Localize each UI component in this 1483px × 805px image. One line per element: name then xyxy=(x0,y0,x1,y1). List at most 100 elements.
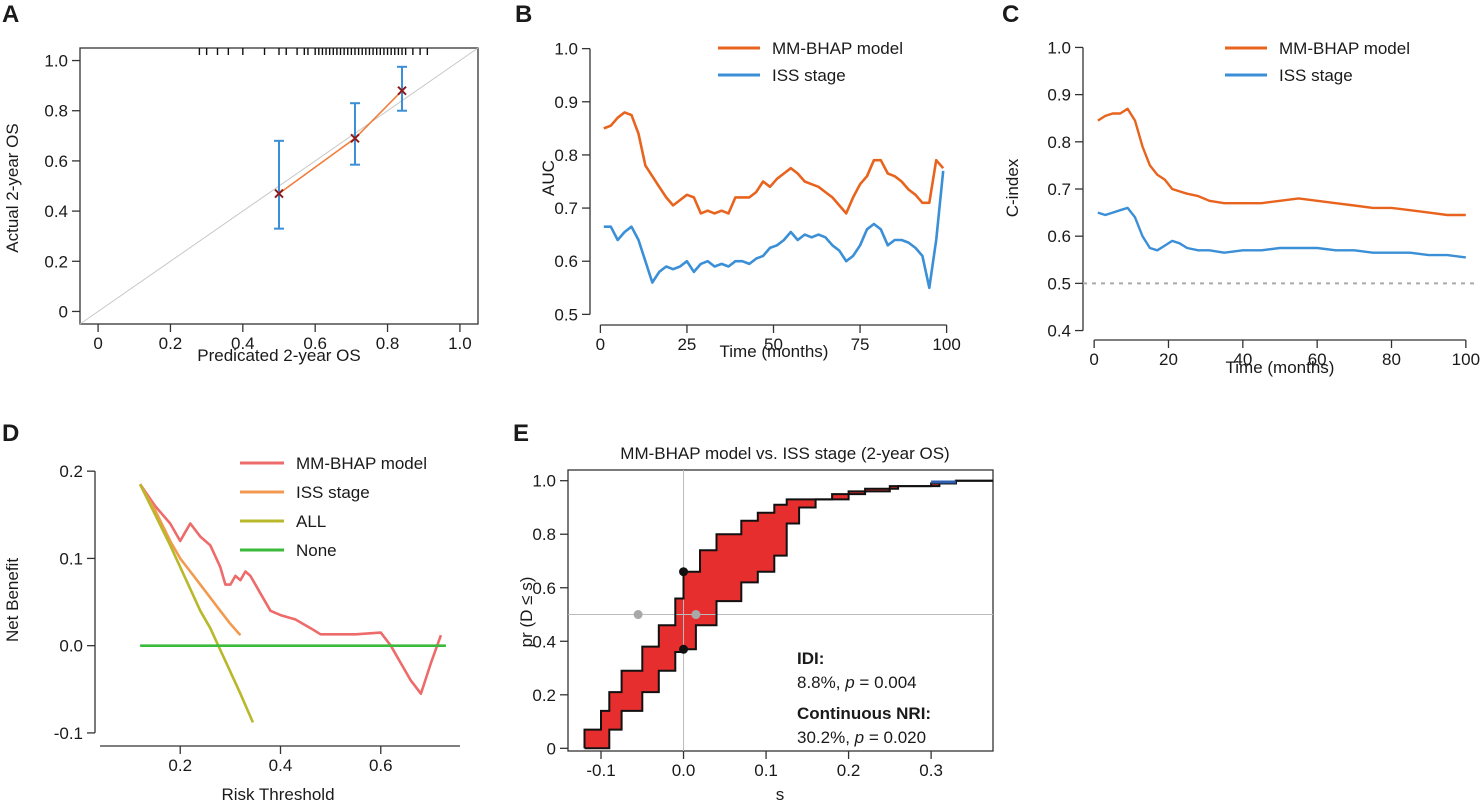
panel-b-label: B xyxy=(515,1,532,28)
panel-c-y-tick-label: 0.5 xyxy=(1047,274,1071,293)
panel-b-y-axis-label: AUC xyxy=(539,160,558,196)
panel-e-plot-frame xyxy=(567,469,994,752)
panel-e-x-tick-label: -0.1 xyxy=(586,761,615,780)
panel-b-legend-label: MM-BHAP model xyxy=(772,39,903,58)
panel-e-x-tick-label: 0.3 xyxy=(919,761,943,780)
panel-a-label: A xyxy=(2,1,19,28)
panel-e-step-curve xyxy=(583,479,993,749)
panel-d-legend-label: None xyxy=(296,541,337,560)
panel-b-x-tick-label: 0 xyxy=(596,335,605,354)
panel-d-x-tick-label: 0.2 xyxy=(168,756,192,775)
panel-a-data-point xyxy=(397,85,407,96)
panel-e-x-tick-label: 0.2 xyxy=(837,761,861,780)
panel-a-x-tick-label: 0.6 xyxy=(303,334,327,353)
panel-a-y-tick-label: 1.0 xyxy=(44,52,68,71)
panel-d-y-tick-label: -0.1 xyxy=(54,724,83,743)
panel-c-y-tick-label: 1.0 xyxy=(1047,38,1071,57)
panel-c-x-axis-label: Time (months) xyxy=(1226,358,1335,377)
panel-c-x-tick-label: 60 xyxy=(1308,350,1327,369)
panel-c-series-line xyxy=(1097,206,1466,259)
panel-e-gray-marker xyxy=(691,610,701,620)
panel-a-x-tick-label: 0.8 xyxy=(376,334,400,353)
panel-e-y-axis-label: pr (D ≤ s) xyxy=(517,577,536,648)
panel-b-y-tick-label: 0.9 xyxy=(554,93,578,112)
panel-c-y-tick-label: 0.6 xyxy=(1047,227,1071,246)
panel-c-x-tick-label: 80 xyxy=(1382,350,1401,369)
panel-e-y-tick-label: 0.2 xyxy=(532,686,556,705)
panel-e-y-tick-label: 0.4 xyxy=(532,632,556,651)
panel-a-y-tick-label: 0.8 xyxy=(44,102,68,121)
panel-e-y-tick-label: 0.8 xyxy=(532,525,556,544)
panel-e-x-tick-label: 0.1 xyxy=(754,761,778,780)
panel-b-x-tick-label: 50 xyxy=(764,335,783,354)
panel-d-y-tick-label: 0.1 xyxy=(59,549,83,568)
panel-b-series-line xyxy=(603,111,945,215)
panel-d-series-line xyxy=(139,483,443,696)
panel-c-y-tick-label: 0.8 xyxy=(1047,133,1071,152)
idi-value: 8.8%, xyxy=(797,673,840,692)
panel-e-x-axis-label: s xyxy=(776,785,785,804)
panel-d-legend-label: MM-BHAP model xyxy=(296,454,427,473)
panel-e-y-tick-label: 1.0 xyxy=(532,472,556,491)
panel-d-x-axis-label: Risk Threshold xyxy=(221,785,334,804)
nri-p-value: = 0.020 xyxy=(869,728,926,747)
panel-e-gray-marker xyxy=(633,610,643,620)
panel-c-legend-label: MM-BHAP model xyxy=(1279,39,1410,58)
panel-b-x-tick-label: 100 xyxy=(932,335,960,354)
panel-e-title: MM-BHAP model vs. ISS stage (2-year OS) xyxy=(620,444,949,463)
panel-b-x-tick-label: 25 xyxy=(677,335,696,354)
panel-d-y-tick-label: 0.2 xyxy=(59,462,83,481)
panel-a-x-tick-label: 1.0 xyxy=(448,334,472,353)
panel-a-x-tick-label: 0.4 xyxy=(231,334,255,353)
panel-d-series-line xyxy=(138,483,255,723)
panel-a-y-tick-label: 0.2 xyxy=(44,252,68,271)
panel-a-y-tick-label: 0.6 xyxy=(44,152,68,171)
panel-c-x-tick-label: 20 xyxy=(1159,350,1178,369)
panel-a-data-point xyxy=(350,133,360,144)
panel-c-y-tick-label: 0.7 xyxy=(1047,180,1071,199)
panel-a-data-point xyxy=(274,188,284,199)
panel-d-series-line xyxy=(138,483,242,637)
panel-c-cindex-plot: C 0 20 40 60 80 100 0.4 0.5 0.6 0.7 0.8 0.9 1.0 MM-… xyxy=(1002,1,1480,377)
panel-e-black-marker xyxy=(679,567,689,577)
panel-c-y-tick-label: 0.4 xyxy=(1047,322,1071,341)
panel-b-y-tick-label: 1.0 xyxy=(554,40,578,59)
idi-p-symbol: p xyxy=(844,673,854,692)
panel-a-x-tick-label: 0.2 xyxy=(159,334,183,353)
panel-b-series-line xyxy=(603,170,945,290)
panel-a-x-tick-label: 0 xyxy=(93,334,102,353)
panel-e-y-tick-label: 0.6 xyxy=(532,579,556,598)
panel-c-x-tick-label: 40 xyxy=(1233,350,1252,369)
idi-label: IDI: xyxy=(797,649,824,668)
panel-a-y-axis-label: Actual 2-year OS xyxy=(3,123,22,252)
panel-a-calibration-plot: A 0 0.2 0.4 0.6 0.8 1.0 0 0.2 0.4 0.6 0.8 1.0 Pred… xyxy=(2,1,479,365)
panel-c-label: C xyxy=(1002,1,1019,28)
panel-c-legend-label: ISS stage xyxy=(1279,66,1353,85)
panel-e-y-tick-label: 0 xyxy=(547,739,556,758)
panel-d-y-axis-label: Net Benefit xyxy=(3,558,22,642)
panel-b-y-tick-label: 0.6 xyxy=(554,252,578,271)
nri-value: 30.2%, xyxy=(797,728,850,747)
panel-e-idi-nri-plot: E MM-BHAP model vs. ISS stage (2-year OS… xyxy=(513,420,994,804)
nri-p-symbol: p xyxy=(854,728,864,747)
panel-a-calibration-line xyxy=(278,90,403,195)
panel-b-y-tick-label: 0.7 xyxy=(554,199,578,218)
panel-d-y-tick-label: 0.0 xyxy=(59,637,83,656)
panel-a-x-axis-label: Predicated 2-year OS xyxy=(197,346,360,365)
panel-b-x-tick-label: 75 xyxy=(851,335,870,354)
panel-d-label: D xyxy=(2,420,19,447)
idi-result: 8.8%, p = 0.004 xyxy=(797,673,917,692)
panel-b-legend-label: ISS stage xyxy=(772,66,846,85)
panel-b-auc-plot: B 0 25 50 75 100 0.5 0.6 0.7 0.8 0.9 1.0 MM-BHAP … xyxy=(515,1,961,361)
nri-label: Continuous NRI: xyxy=(797,704,931,723)
panel-c-y-tick-label: 0.9 xyxy=(1047,86,1071,105)
panel-c-y-axis-label: C-index xyxy=(1003,158,1022,217)
panel-c-series-line xyxy=(1097,107,1466,217)
panel-d-x-tick-label: 0.6 xyxy=(369,756,393,775)
idi-p-value: = 0.004 xyxy=(859,673,916,692)
panel-b-x-axis-label: Time (months) xyxy=(720,342,829,361)
panel-d-legend-label: ALL xyxy=(296,512,326,531)
panel-a-y-tick-label: 0.4 xyxy=(44,202,68,221)
nri-result: 30.2%, p = 0.020 xyxy=(797,728,926,747)
